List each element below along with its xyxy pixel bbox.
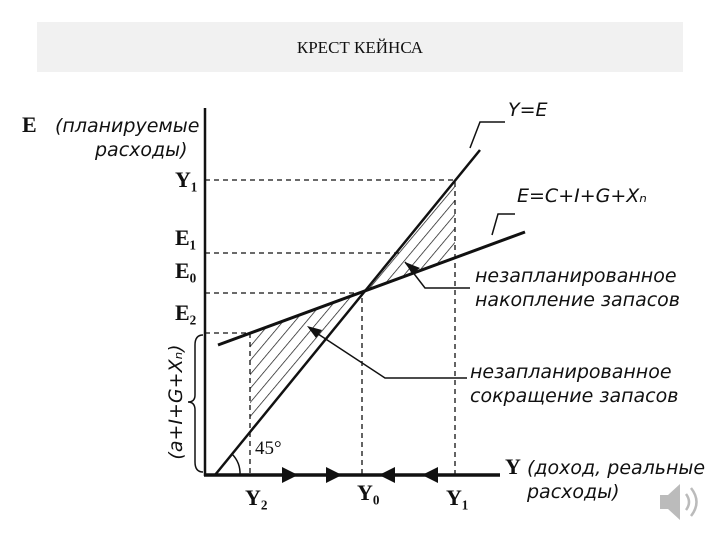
- speaker-icon[interactable]: [660, 484, 698, 520]
- line-label: Y=E: [508, 99, 548, 121]
- bracket: [187, 334, 204, 473]
- title: КРЕСТ КЕЙНСА: [297, 38, 424, 57]
- annotation: сокращение запасов: [470, 385, 678, 407]
- y-axis-label: расходы): [94, 139, 188, 161]
- x-axis-letter: Y: [505, 454, 521, 479]
- annotation: незапланированное: [475, 265, 677, 287]
- title-bar: [37, 22, 683, 72]
- y-axis-label: (планируемые: [55, 115, 199, 137]
- leaders: [311, 121, 515, 379]
- x-axis-label: расходы): [526, 481, 620, 503]
- y-mark: E₂: [175, 300, 197, 325]
- y-axis-letter: E: [22, 112, 37, 137]
- x-mark: Y₀: [357, 480, 380, 505]
- annotation: незапланированное: [470, 361, 672, 383]
- angle-label: 45°: [255, 438, 282, 459]
- y-mark: E₁: [175, 225, 196, 250]
- arrowhead: [405, 262, 420, 274]
- line-label: E=C+I+G+Xₙ: [517, 185, 647, 207]
- arrowhead: [307, 326, 322, 338]
- annotation: накопление запасов: [475, 289, 680, 311]
- y-mark: E₀: [175, 258, 197, 283]
- expenditure-line: [217, 230, 526, 347]
- y-mark: Y₁: [175, 167, 197, 192]
- x-axis-label: (доход, реальные: [527, 457, 705, 479]
- bracket-label: (a+I+G+Xₙ): [165, 344, 187, 459]
- angle-arc: [231, 453, 241, 476]
- x-mark: Y₁: [446, 485, 468, 510]
- diagonal-line: [214, 149, 481, 476]
- x-axis-arrows: [282, 467, 438, 483]
- x-mark: Y₂: [245, 485, 268, 510]
